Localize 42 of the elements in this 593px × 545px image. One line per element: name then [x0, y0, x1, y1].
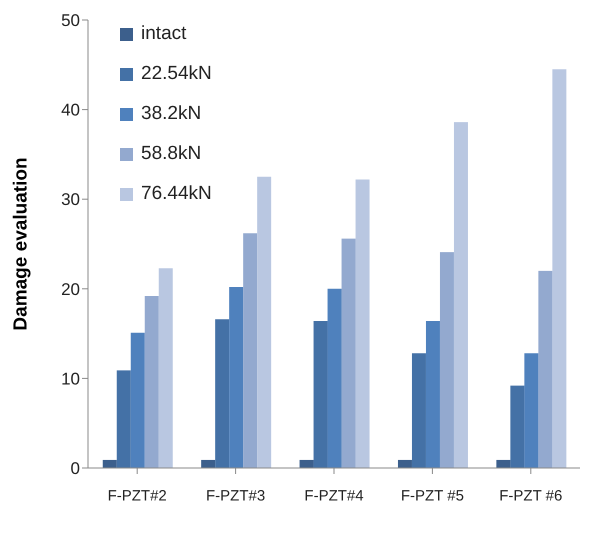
bar: [158, 268, 173, 468]
bar: [102, 460, 117, 468]
bar: [510, 386, 524, 468]
bar: [496, 460, 510, 468]
legend-label: 38.2kN: [141, 103, 202, 125]
x-tick-label: F-PZT#4: [304, 488, 364, 505]
x-tick-label: F-PZT#3: [206, 488, 266, 505]
x-tick-label: F-PZT #5: [400, 488, 464, 505]
y-tick-label: 50: [61, 11, 80, 30]
bar: [524, 353, 538, 468]
bar: [116, 370, 131, 468]
x-tick-label: F-PZT #6: [499, 488, 562, 505]
bar: [300, 460, 314, 468]
bar: [412, 353, 426, 468]
y-tick-label: 20: [61, 280, 80, 299]
bar: [257, 176, 272, 468]
bar: [398, 460, 412, 468]
y-tick-label: 30: [61, 190, 80, 210]
y-tick-label: 10: [61, 369, 80, 388]
bar: [356, 179, 370, 468]
bar: [130, 332, 145, 468]
y-axis-title: Damage evaluation: [10, 157, 32, 331]
bar: [538, 270, 552, 468]
y-tick-label: 0: [70, 459, 80, 478]
bar: [144, 296, 159, 468]
legend-label: 58.8kN: [141, 143, 202, 165]
bar: [342, 238, 356, 468]
bar: [440, 252, 454, 468]
legend-label: intact: [141, 23, 186, 45]
bar: [426, 321, 440, 468]
bar: [243, 233, 258, 468]
x-tick-label: F-PZT#2: [108, 488, 167, 505]
bar: [328, 288, 342, 468]
bar: [552, 69, 566, 468]
y-tick-label: 40: [61, 100, 80, 120]
bar: [229, 287, 244, 468]
bar: [201, 460, 216, 468]
legend-label: 22.54kN: [141, 63, 212, 85]
bar: [215, 319, 230, 468]
legend-label: 76.44kN: [141, 183, 212, 205]
bar: [454, 122, 468, 468]
bar: [314, 321, 328, 468]
